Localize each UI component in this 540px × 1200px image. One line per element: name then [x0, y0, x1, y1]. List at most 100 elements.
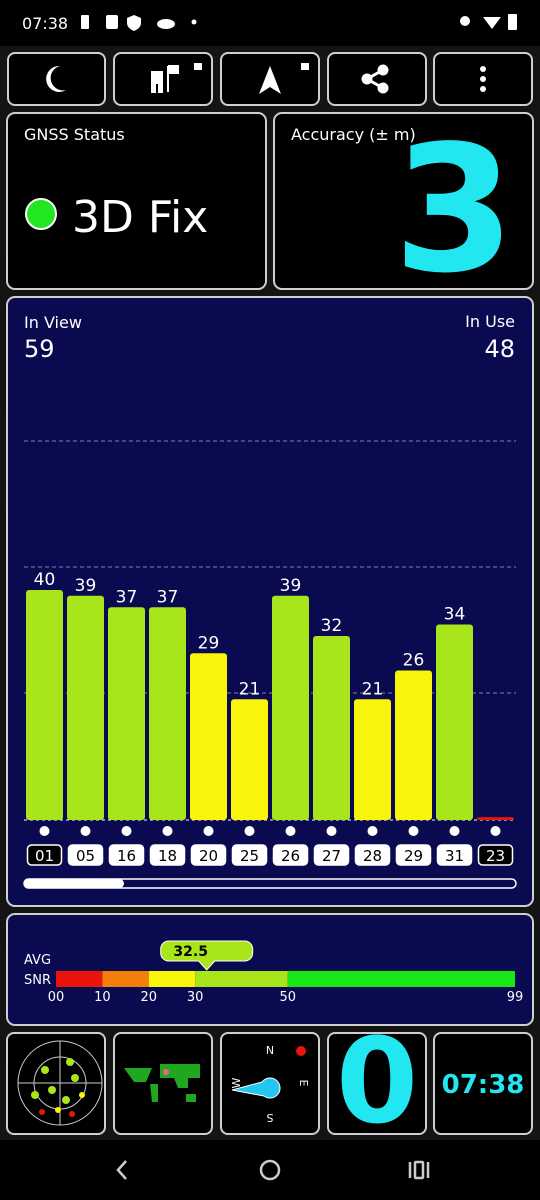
sat-id: 18 [158, 847, 177, 865]
moon-icon [46, 65, 66, 92]
lock-icon [301, 63, 309, 70]
sat-dot [285, 826, 296, 836]
compass-letter: W [230, 1077, 243, 1088]
speed-tile[interactable] [327, 1032, 427, 1135]
snr-tick-label: 20 [140, 990, 157, 1005]
snr-bar [26, 590, 63, 820]
fix-indicator [25, 198, 57, 230]
gnss-label: GNSS Status [24, 125, 125, 144]
sat-id-box [436, 844, 473, 866]
compass-letter: S [266, 1111, 273, 1124]
sat-id: 26 [281, 847, 300, 865]
snr-bar [477, 817, 514, 820]
sat-id: 20 [199, 847, 218, 865]
bar-label: 39 [280, 576, 302, 596]
sat-id-box [313, 844, 350, 866]
snr-bar [313, 636, 350, 820]
sat-id-box [26, 844, 63, 866]
snr-tick-label: 99 [507, 990, 524, 1005]
recents-button[interactable] [408, 1160, 430, 1180]
sat-id-box [231, 844, 268, 866]
snr-label: SNR [24, 973, 51, 988]
snr-tick-label: 50 [280, 990, 297, 1005]
share-button[interactable] [327, 52, 427, 106]
sat-dot [244, 826, 255, 836]
sat-id: 28 [363, 847, 382, 865]
compass-needle [231, 1077, 281, 1099]
sat-dot [162, 826, 173, 836]
scroll-thumb[interactable] [24, 879, 124, 888]
snr-bar [231, 699, 268, 820]
sat-dot [121, 826, 132, 836]
bar-label: 34 [444, 605, 466, 625]
sat-id: 29 [404, 847, 423, 865]
sat-dot [39, 826, 50, 836]
gnss-card [6, 112, 267, 290]
status-time: 07:38 [22, 14, 68, 33]
arrow-icon [259, 66, 281, 94]
sat-id-box [67, 844, 104, 866]
share-icon [361, 64, 389, 94]
clock-tile[interactable] [433, 1032, 533, 1135]
in-use-label: In Use [465, 312, 515, 331]
snr-band [287, 971, 515, 987]
snr-bar [149, 607, 186, 820]
snr-bar [108, 607, 145, 820]
snr-bar [190, 653, 227, 820]
status-bar [0, 0, 540, 46]
sat-id-box [272, 844, 309, 866]
map-tile[interactable] [113, 1032, 213, 1135]
compass-letter: E [297, 1080, 310, 1087]
toolbar [7, 52, 533, 106]
sat-id-box [477, 844, 514, 866]
bar-label: 29 [198, 633, 220, 653]
bar-label: 37 [157, 587, 179, 607]
clock-value: 07:38 [442, 1070, 525, 1100]
night-mode-button[interactable] [7, 52, 106, 106]
sat-id: 23 [486, 847, 505, 865]
snr-tick-label: 00 [48, 990, 65, 1005]
accuracy-card [273, 112, 534, 290]
snr-band [102, 971, 149, 987]
sat-id-box [108, 844, 145, 866]
in-use-value: 48 [484, 335, 515, 363]
bar-label: 32 [321, 616, 343, 636]
sat-dot [80, 826, 91, 836]
status-icons [81, 14, 517, 31]
home-button[interactable] [259, 1159, 281, 1181]
sat-dot [367, 826, 378, 836]
snr-tick-label: 10 [94, 990, 111, 1005]
avg-value: 32.5 [173, 944, 208, 960]
sat-dot [203, 826, 214, 836]
bar-label: 26 [403, 651, 425, 671]
bar-label: 40 [34, 570, 56, 590]
lock-icon [194, 63, 202, 70]
person-icon [151, 65, 179, 93]
sat-id: 05 [76, 847, 95, 865]
in-view-value: 59 [24, 335, 55, 363]
snr-bar [395, 670, 432, 820]
gnss-value: 3D Fix [72, 192, 208, 243]
snr-band [56, 971, 103, 987]
nav-bar [0, 1140, 540, 1200]
snr-band [195, 971, 288, 987]
bar-label: 21 [239, 679, 261, 699]
sat-id-box [395, 844, 432, 866]
snr-bar [272, 595, 309, 820]
snr-bar [436, 624, 473, 820]
sat-id: 01 [35, 847, 54, 865]
speed-value: 0 [336, 1012, 418, 1150]
sat-id-box [354, 844, 391, 866]
bar-label: 37 [116, 587, 138, 607]
world-map-icon [124, 1064, 200, 1102]
sat-dot [408, 826, 419, 836]
back-button[interactable] [116, 1160, 127, 1180]
snr-card [6, 913, 534, 1026]
snr-bar [67, 595, 104, 820]
sat-id-box [190, 844, 227, 866]
bar-label: 39 [75, 576, 97, 596]
snr-tick-label: 30 [187, 990, 204, 1005]
bar-label: 21 [362, 679, 384, 699]
menu-icon [480, 66, 486, 92]
sat-dot [490, 826, 501, 836]
